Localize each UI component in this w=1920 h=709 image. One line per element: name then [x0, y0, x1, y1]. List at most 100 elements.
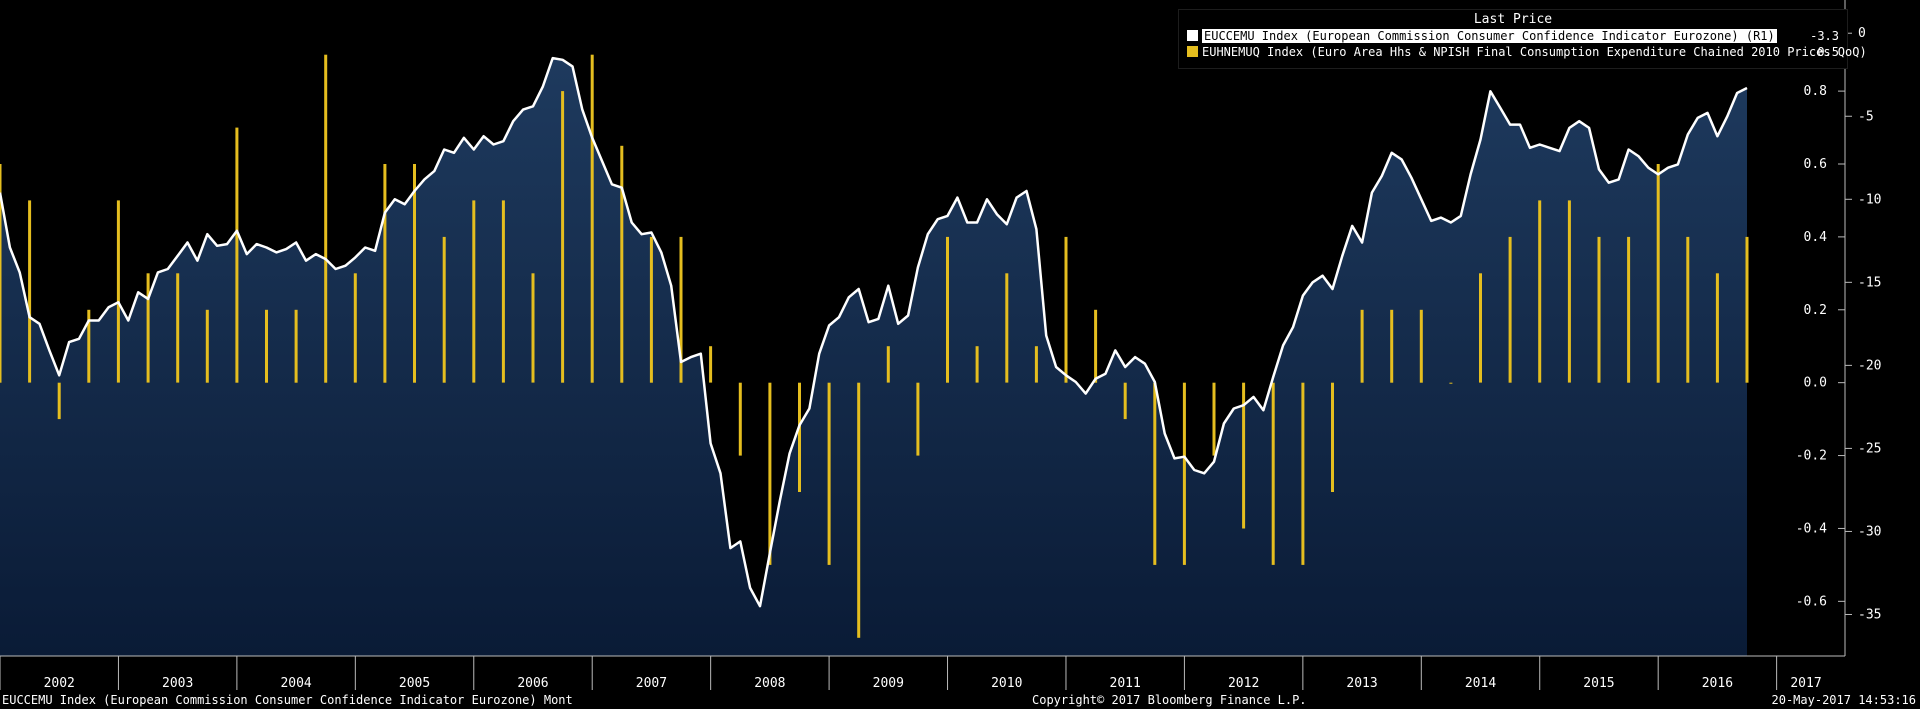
bar-euhnemuq — [1390, 309, 1394, 383]
y-tick-label-inner: -0.2 — [1796, 449, 1827, 464]
x-tick-label: 2014 — [1465, 676, 1496, 691]
bar-euhnemuq — [265, 309, 268, 383]
legend-swatch-euhnemuq — [1187, 46, 1198, 57]
bar-euhnemuq — [353, 273, 357, 383]
area-layer — [0, 58, 1747, 657]
bar-euhnemuq — [116, 200, 120, 383]
x-tick-label: 2004 — [280, 676, 311, 691]
bar-euhnemuq — [176, 273, 180, 383]
bar-euhnemuq — [57, 382, 61, 420]
bar-euhnemuq — [1005, 273, 1009, 383]
x-tick-label: 2003 — [162, 676, 193, 691]
y-tick-label-outer: -10 — [1858, 192, 1881, 207]
bar-euhnemuq — [1094, 309, 1098, 383]
bar-euhnemuq — [916, 382, 920, 456]
y-tick-label-outer: -35 — [1858, 607, 1881, 622]
bar-euhnemuq — [413, 164, 416, 383]
bar-euhnemuq — [857, 382, 861, 638]
bar-euhnemuq — [324, 54, 328, 383]
x-tick-label: 2012 — [1228, 676, 1259, 691]
y-tick-label-outer: -5 — [1858, 109, 1874, 124]
bar-euhnemuq — [1508, 236, 1512, 383]
right-axis-panel — [1824, 0, 1920, 656]
bar-euhnemuq — [620, 145, 624, 383]
bar-euhnemuq — [561, 91, 565, 383]
legend-value-euhnemuq: 0.5 — [1817, 45, 1839, 59]
x-tick-label: 2006 — [517, 676, 548, 691]
bar-euhnemuq — [946, 236, 949, 383]
bar-euhnemuq — [0, 164, 2, 383]
bar-euhnemuq — [1627, 236, 1631, 383]
y-tick-label-inner: 0.0 — [1804, 376, 1827, 391]
x-tick-label: 2013 — [1346, 676, 1377, 691]
y-tick-label-inner: -0.4 — [1796, 521, 1827, 536]
legend-swatch-euccemu — [1187, 30, 1198, 41]
footer-security-label: EUCCEMU Index (European Commission Consu… — [2, 693, 573, 707]
legend-label-euccemu: EUCCEMU Index (European Commission Consu… — [1202, 29, 1777, 43]
bar-euhnemuq — [827, 382, 831, 565]
legend-item-euhnemuq[interactable]: EUHNEMUQ Index (Euro Area Hhs & NPISH Fi… — [1187, 45, 1867, 60]
bar-euhnemuq — [1271, 382, 1275, 565]
bar-euhnemuq — [501, 200, 505, 383]
bottom-axis-panel — [0, 656, 1920, 709]
bar-euhnemuq — [87, 309, 91, 383]
bar-euhnemuq — [1182, 382, 1186, 565]
bar-euhnemuq — [768, 382, 772, 565]
bar-euhnemuq — [1419, 309, 1423, 383]
legend-item-euccemu[interactable]: EUCCEMU Index (European Commission Consu… — [1187, 29, 1839, 44]
y-tick-label-inner: 0.2 — [1804, 303, 1827, 318]
footer-timestamp: 20-May-2017 14:53:16 — [1771, 693, 1917, 707]
y-tick-label-outer: 0 — [1858, 26, 1866, 41]
legend: Last Price EUCCEMU Index (European Commi… — [1178, 9, 1867, 69]
x-tick-label: 2010 — [991, 676, 1022, 691]
series-area-euccemu — [0, 58, 1747, 657]
series-line-euccemu — [0, 56, 1748, 608]
x-tick-label: 2016 — [1702, 676, 1733, 691]
y-tick-label-inner: 0.4 — [1804, 230, 1828, 245]
bar-euhnemuq — [649, 236, 653, 383]
bar-euhnemuq — [1686, 236, 1690, 383]
bar-euhnemuq — [205, 309, 209, 383]
bar-euhnemuq — [472, 200, 476, 383]
bar-euhnemuq — [146, 273, 150, 383]
bar-euhnemuq — [886, 346, 890, 383]
x-tick-label: 2008 — [754, 676, 785, 691]
bar-euhnemuq — [1745, 236, 1749, 383]
bar-euhnemuq — [531, 273, 535, 383]
bar-euhnemuq — [1715, 273, 1719, 383]
y-tick-label-outer: -30 — [1858, 524, 1881, 539]
bar-euhnemuq — [294, 309, 298, 383]
x-tick-label: 2017 — [1790, 676, 1821, 691]
legend-value-euccemu: -3.3 — [1810, 29, 1839, 43]
bar-euhnemuq — [1479, 273, 1482, 383]
bar-euhnemuq — [798, 382, 801, 492]
bar-euhnemuq — [738, 382, 742, 456]
bar-euhnemuq — [1242, 382, 1246, 529]
y-tick-label-inner: -0.6 — [1796, 594, 1827, 609]
bar-euhnemuq — [1212, 382, 1216, 456]
bar-euhnemuq — [1123, 382, 1127, 420]
line-layer — [0, 56, 1748, 608]
legend-title: Last Price — [1473, 12, 1553, 27]
legend-label-euhnemuq: EUHNEMUQ Index (Euro Area Hhs & NPISH Fi… — [1202, 45, 1867, 59]
bar-euhnemuq — [1360, 309, 1364, 383]
bar-euhnemuq — [1301, 382, 1305, 565]
bar-euhnemuq — [383, 164, 387, 383]
bar-euhnemuq — [1064, 236, 1068, 383]
bar-euhnemuq — [1656, 164, 1660, 383]
bar-euhnemuq — [590, 54, 594, 383]
y-tick-label-outer: -25 — [1858, 441, 1881, 456]
bar-euhnemuq — [709, 346, 713, 383]
bar-euhnemuq — [1153, 382, 1157, 565]
bar-euhnemuq — [1567, 200, 1571, 383]
bar-euhnemuq — [1449, 382, 1453, 384]
footer-copyright: Copyright© 2017 Bloomberg Finance L.P. — [1032, 693, 1307, 707]
bar-euhnemuq — [442, 236, 446, 383]
bar-layer — [0, 54, 1749, 638]
bar-euhnemuq — [679, 236, 683, 383]
x-tick-label: 2015 — [1583, 676, 1614, 691]
bar-euhnemuq — [235, 127, 239, 383]
x-tick-label: 2002 — [44, 676, 75, 691]
x-tick-label: 2007 — [636, 676, 667, 691]
